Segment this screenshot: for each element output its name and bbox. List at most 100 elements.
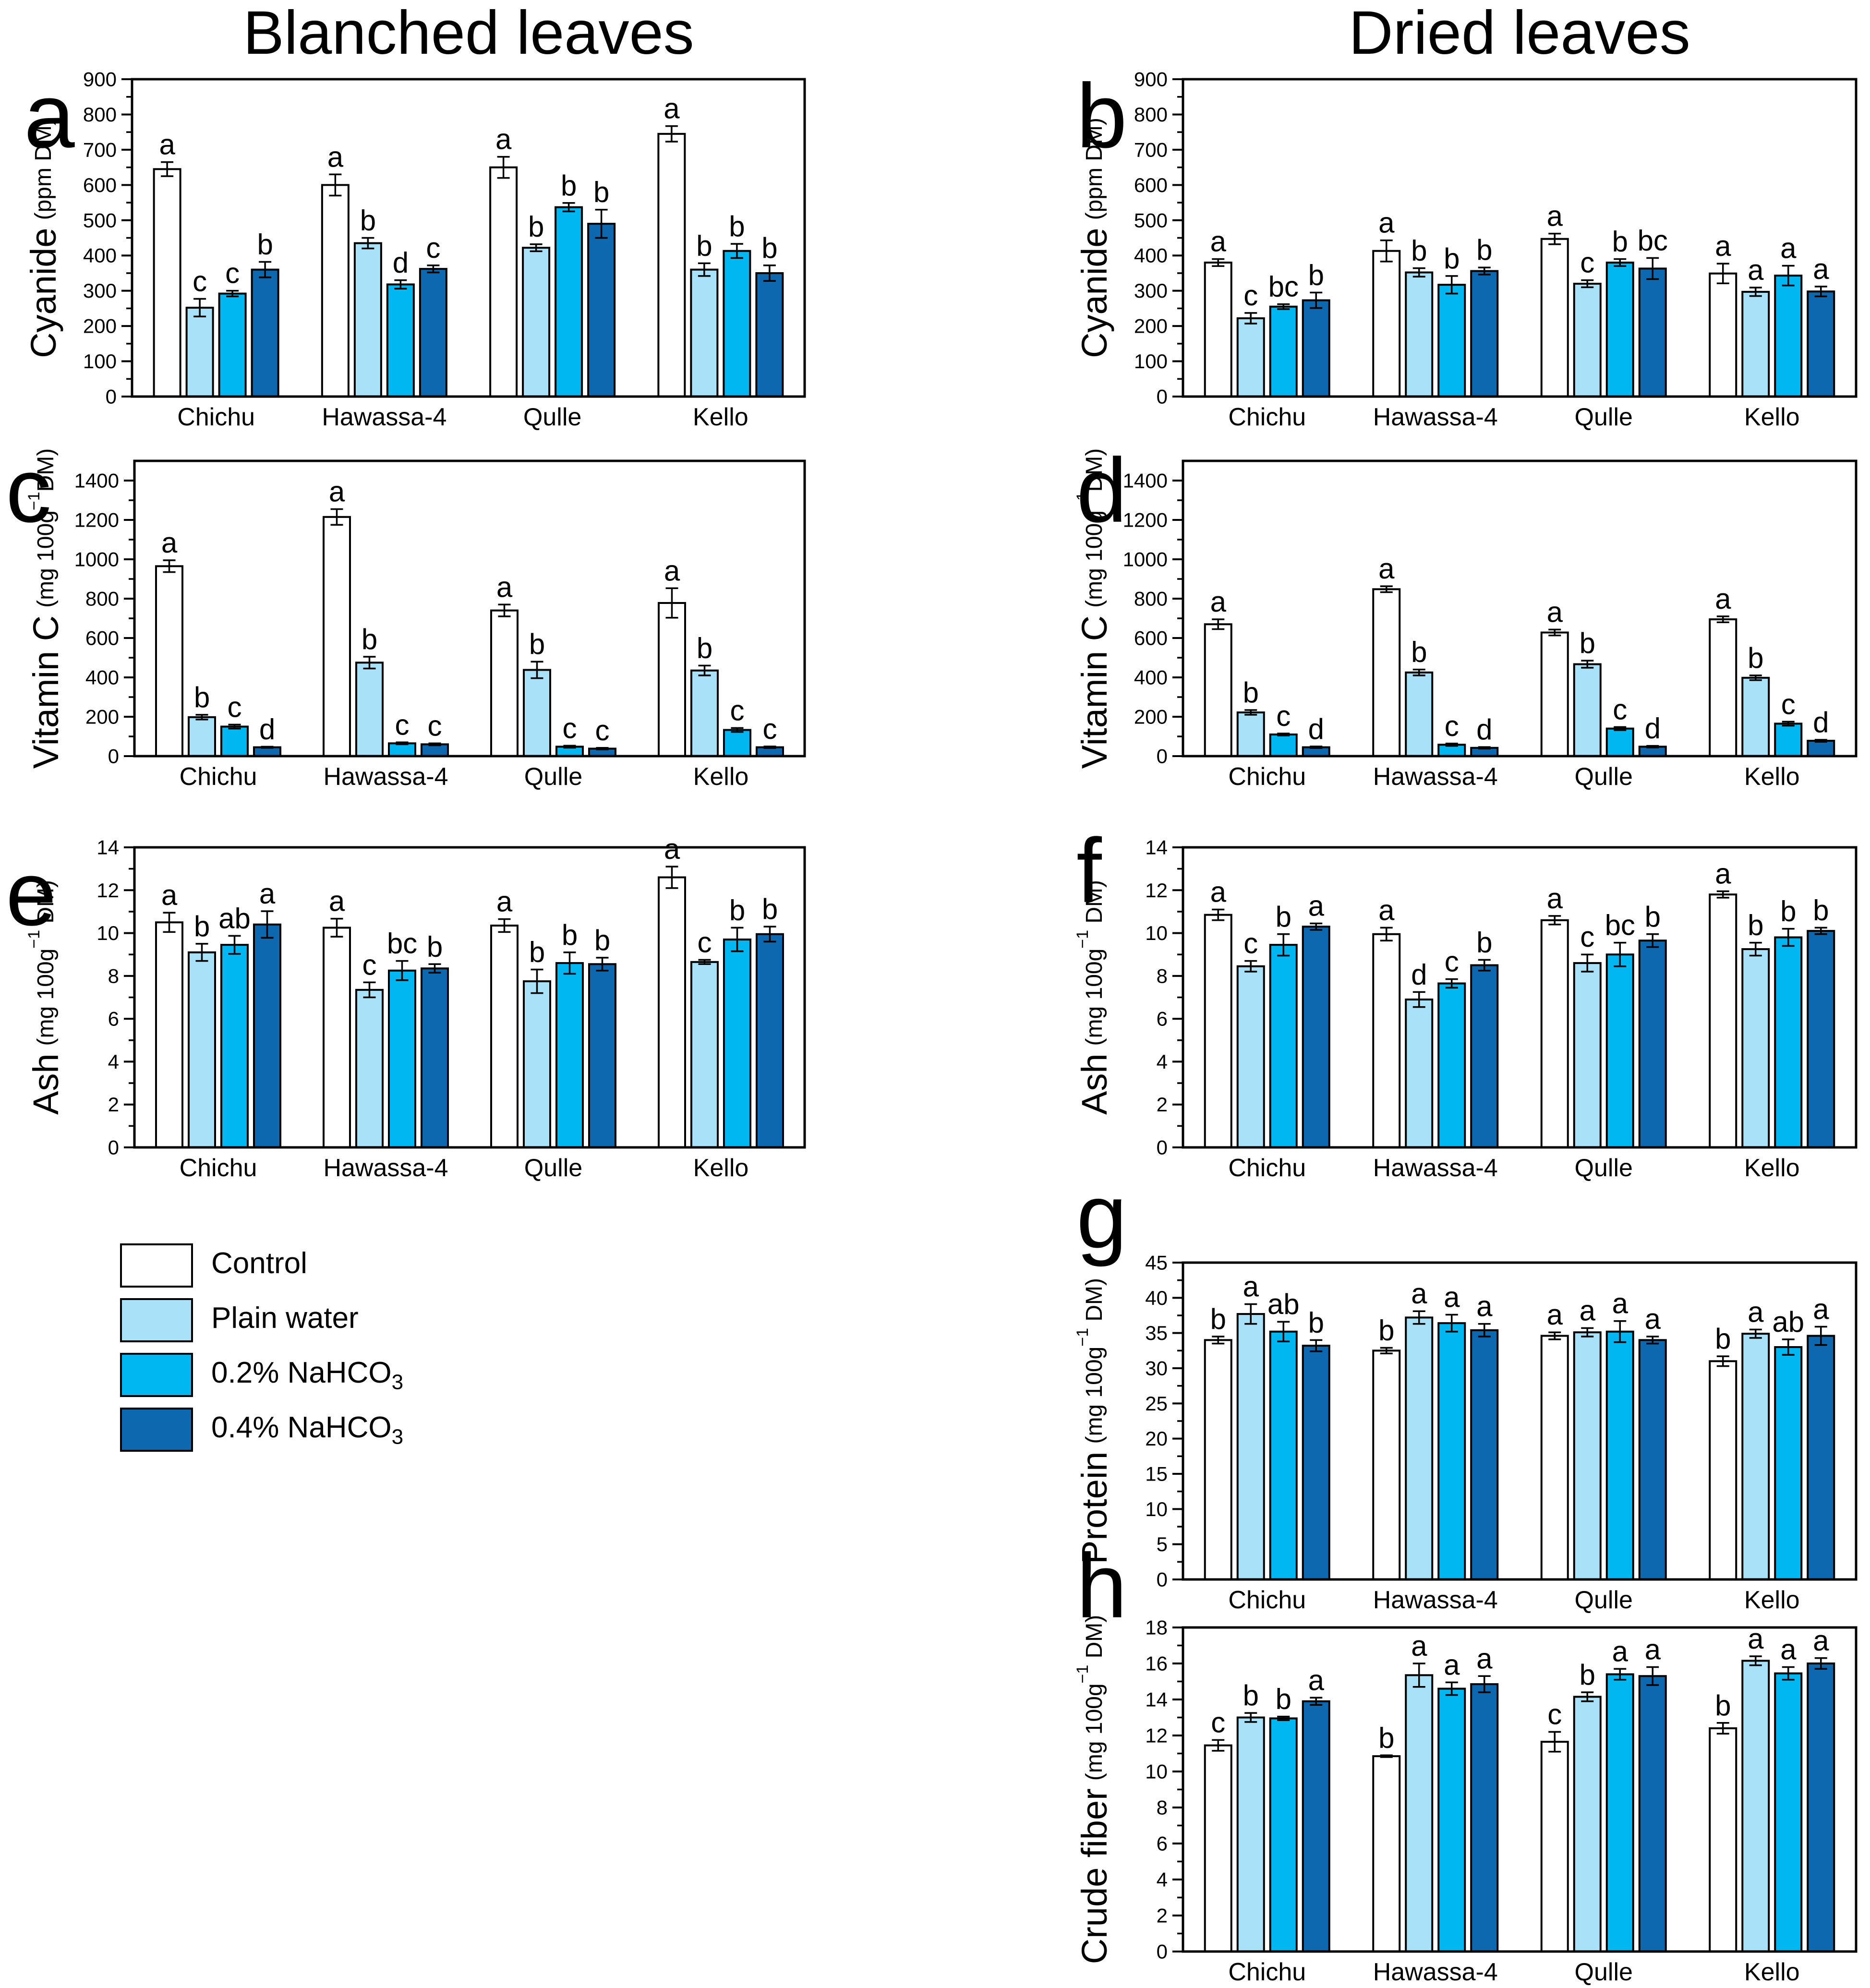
y-tick-label: 200	[1134, 706, 1168, 728]
bar	[220, 725, 249, 757]
significance-letter: a	[1645, 1634, 1661, 1666]
significance-letter: ab	[218, 902, 251, 934]
panel-letter: g	[1076, 1166, 1127, 1267]
y-tick-label: 2	[1157, 1904, 1168, 1927]
y-tick-label: 4	[1157, 1050, 1168, 1073]
significance-letter: b	[594, 924, 610, 956]
significance-letter: ab	[1772, 1306, 1804, 1338]
bar	[489, 166, 518, 398]
significance-letter: a	[1210, 226, 1227, 258]
bar	[386, 283, 415, 398]
bar	[1573, 1331, 1602, 1580]
significance-letter: a	[1378, 207, 1395, 239]
significance-letter: b	[562, 919, 578, 951]
bar	[1774, 723, 1803, 757]
bar	[1269, 944, 1298, 1148]
significance-letter: b	[762, 893, 778, 925]
bar	[1437, 1687, 1466, 1952]
bar	[755, 272, 784, 398]
legend-swatch-nahco3-04	[120, 1408, 193, 1452]
plot-frame	[131, 78, 806, 398]
bar	[1269, 733, 1298, 758]
significance-letter: b	[761, 232, 777, 264]
significance-letter: bc	[387, 928, 417, 960]
bar	[1204, 914, 1232, 1148]
bar	[1405, 998, 1434, 1149]
y-tick-label: 25	[1145, 1392, 1168, 1415]
significance-letter: b	[1715, 1323, 1731, 1355]
bar	[1638, 267, 1667, 398]
column-title-dried: Dried leaves	[1349, 0, 1690, 67]
y-tick-label: 800	[1134, 103, 1168, 126]
bar	[388, 969, 416, 1148]
bar	[523, 980, 551, 1148]
bar	[1405, 1674, 1434, 1952]
plot-frame	[133, 459, 806, 758]
legend-item-nahco3-04: 0.4% NaHCO3	[120, 1408, 403, 1452]
significance-letter: a	[664, 554, 680, 587]
bar	[185, 306, 214, 398]
panel-letter: b	[1076, 65, 1127, 167]
y-tick-label: 16	[1145, 1652, 1168, 1675]
significance-letter: b	[729, 894, 745, 926]
significance-letter: b	[1645, 901, 1661, 933]
panel-letter: d	[1076, 440, 1127, 542]
bar	[1302, 1345, 1330, 1580]
significance-letter: c	[395, 709, 410, 741]
x-category-label: Hawassa-4	[1373, 1586, 1498, 1614]
bar	[555, 206, 583, 398]
y-tick-label: 6	[1157, 1832, 1168, 1855]
bar	[321, 184, 350, 398]
bar	[588, 963, 616, 1149]
significance-letter: b	[1476, 234, 1492, 266]
bar	[723, 250, 751, 398]
significance-letter: b	[360, 205, 376, 237]
significance-letter: a	[161, 879, 178, 911]
bar	[1204, 1339, 1232, 1580]
y-tick-label: 1000	[1123, 548, 1168, 571]
significance-letter: c	[595, 714, 610, 747]
x-category-label: Chichu	[1228, 1958, 1306, 1986]
significance-letter: b	[1308, 259, 1324, 291]
significance-letter: b	[528, 211, 544, 243]
bar	[1269, 1330, 1298, 1581]
significance-letter: a	[1547, 1299, 1563, 1331]
panel-letter: h	[1076, 1535, 1127, 1637]
y-axis-label: Ash(mg 100g−1 DM)	[25, 880, 66, 1115]
significance-letter: c	[1445, 946, 1459, 978]
significance-letter: b	[1715, 1689, 1731, 1722]
bar	[1236, 317, 1265, 398]
significance-letter: b	[194, 910, 210, 942]
significance-letter: c	[1580, 247, 1594, 279]
y-axis-label: Cyanide(ppm DM)	[24, 118, 63, 358]
bar	[690, 669, 719, 758]
bar	[1236, 965, 1265, 1148]
y-tick-label: 100	[83, 350, 117, 373]
legend-item-nahco3-02: 0.2% NaHCO3	[120, 1353, 403, 1397]
bar	[1605, 1330, 1634, 1581]
y-tick-label: 0	[1157, 1940, 1168, 1963]
bar	[490, 924, 519, 1148]
significance-letter: b	[696, 229, 712, 262]
y-tick-label: 1400	[74, 470, 119, 492]
plot-frame	[1182, 78, 1858, 398]
significance-letter: a	[1813, 1293, 1829, 1325]
significance-letter: a	[1444, 1281, 1460, 1313]
significance-letter: c	[563, 712, 577, 744]
significance-letter: c	[1547, 1699, 1562, 1731]
y-tick-label: 6	[108, 1008, 119, 1030]
x-category-label: Hawassa-4	[1373, 1958, 1498, 1986]
x-category-label: Kello	[693, 403, 748, 431]
bar	[355, 988, 384, 1148]
significance-letter: d	[1308, 713, 1324, 745]
y-tick-label: 0	[108, 745, 119, 768]
significance-letter: a	[159, 129, 175, 161]
plot-frame	[1182, 1261, 1858, 1581]
significance-letter: c	[362, 949, 377, 981]
significance-letter: a	[1547, 596, 1563, 628]
x-category-label: Chichu	[1228, 403, 1306, 431]
